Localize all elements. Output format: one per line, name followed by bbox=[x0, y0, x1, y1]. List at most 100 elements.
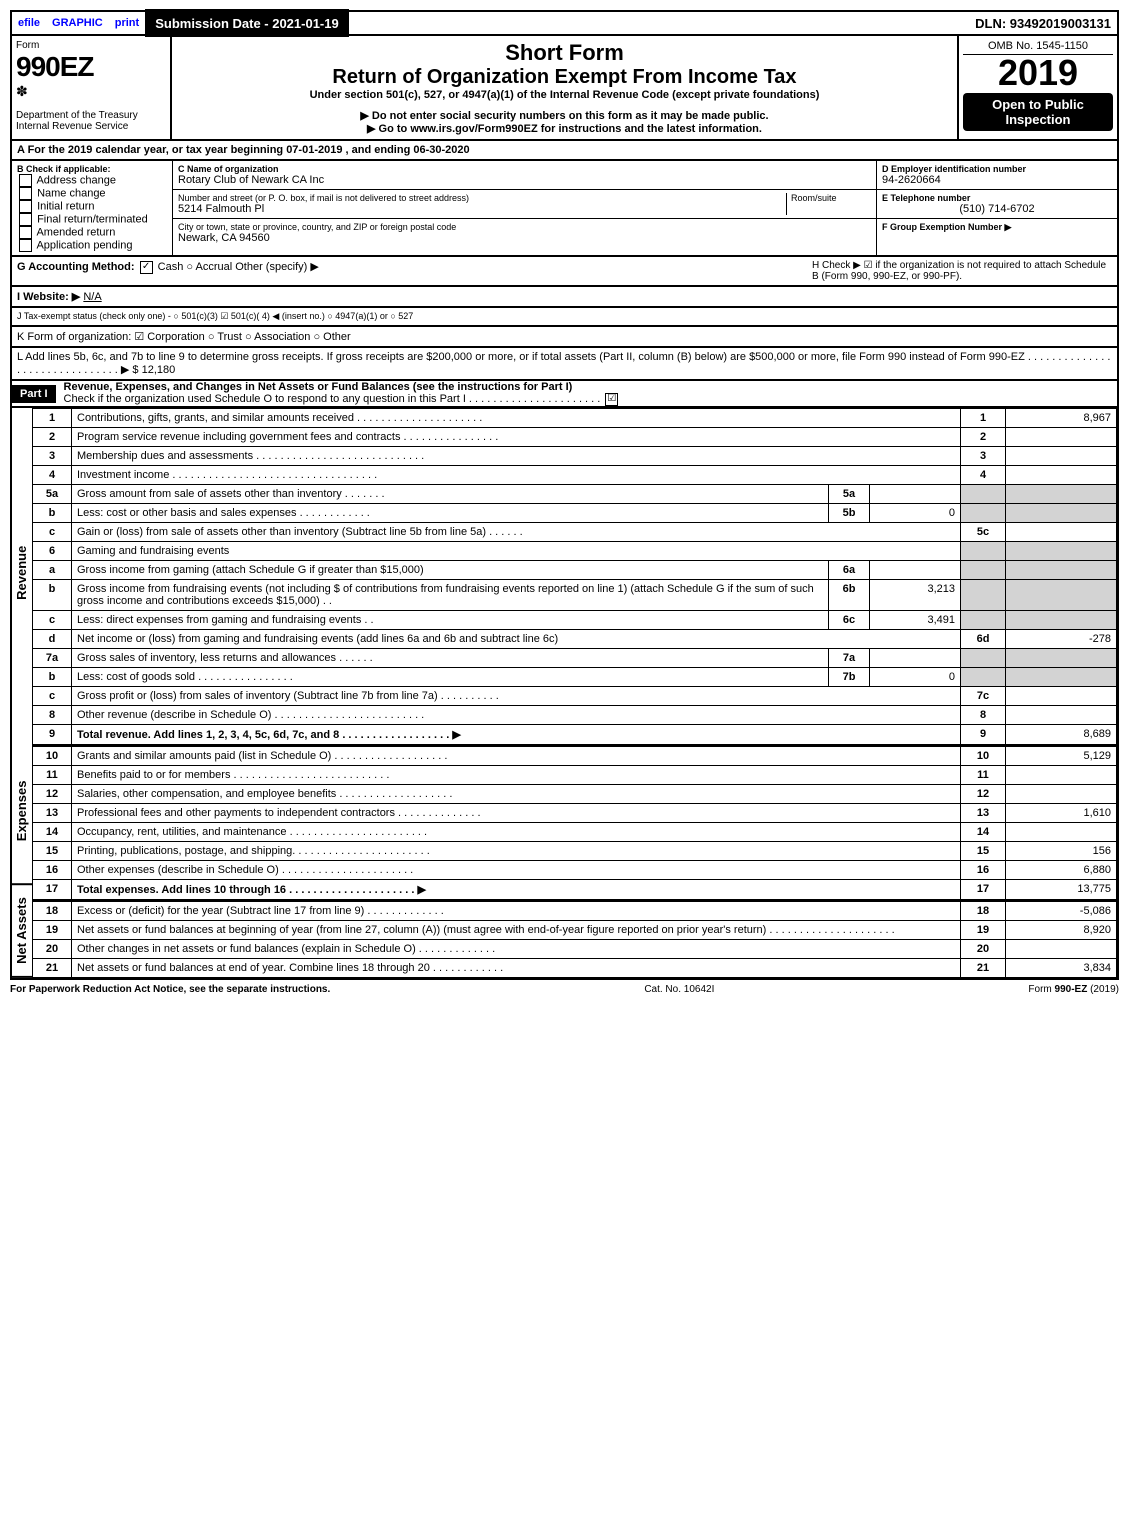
line-row: 1Contributions, gifts, grants, and simil… bbox=[33, 409, 1117, 428]
website-val: N/A bbox=[83, 291, 101, 303]
line-row: 6Gaming and fundraising events bbox=[33, 542, 1117, 561]
chk-address[interactable]: Address change bbox=[17, 174, 167, 187]
ein: 94-2620664 bbox=[882, 174, 1112, 186]
line-row: 17Total expenses. Add lines 10 through 1… bbox=[33, 880, 1117, 900]
dept-label: Department of the Treasury bbox=[16, 110, 166, 121]
short-form-title: Short Form bbox=[176, 40, 953, 66]
cash-chk[interactable]: ✓ bbox=[140, 261, 153, 274]
ein-lbl: D Employer identification number bbox=[882, 164, 1112, 174]
phone: (510) 714-6702 bbox=[882, 203, 1112, 215]
line-row: 3Membership dues and assessments . . . .… bbox=[33, 447, 1117, 466]
form-label: Form bbox=[16, 40, 166, 51]
return-title: Return of Organization Exempt From Incom… bbox=[176, 66, 953, 89]
line-row: dNet income or (loss) from gaming and fu… bbox=[33, 630, 1117, 649]
line-l: L Add lines 5b, 6c, and 7b to line 9 to … bbox=[12, 348, 1117, 379]
submission-date: Submission Date - 2021-01-19 bbox=[145, 9, 349, 37]
line-row: 19Net assets or fund balances at beginni… bbox=[33, 921, 1117, 940]
line-row: cLess: direct expenses from gaming and f… bbox=[33, 611, 1117, 630]
line-row: 9Total revenue. Add lines 1, 2, 3, 4, 5c… bbox=[33, 725, 1117, 745]
netassets-table: 18Excess or (deficit) for the year (Subt… bbox=[32, 900, 1117, 978]
org-name: Rotary Club of Newark CA Inc bbox=[178, 174, 871, 186]
tax-status: J Tax-exempt status (check only one) - ○… bbox=[12, 308, 418, 325]
dln: DLN: 93492019003131 bbox=[975, 16, 1117, 31]
chk-name[interactable]: Name change bbox=[17, 187, 167, 200]
org-name-lbl: C Name of organization bbox=[178, 164, 871, 174]
under-section: Under section 501(c), 527, or 4947(a)(1)… bbox=[176, 89, 953, 101]
city-lbl: City or town, state or province, country… bbox=[178, 222, 871, 232]
chk-amended[interactable]: Amended return bbox=[17, 226, 167, 239]
line-row: 11Benefits paid to or for members . . . … bbox=[33, 766, 1117, 785]
netassets-label: Net Assets bbox=[12, 885, 32, 978]
line-row: 21Net assets or fund balances at end of … bbox=[33, 959, 1117, 978]
part1-check-note: Check if the organization used Schedule … bbox=[56, 393, 601, 405]
period-row: A For the 2019 calendar year, or tax yea… bbox=[10, 141, 1119, 161]
line-row: 14Occupancy, rent, utilities, and mainte… bbox=[33, 823, 1117, 842]
footer-left: For Paperwork Reduction Act Notice, see … bbox=[10, 984, 330, 995]
addr: 5214 Falmouth Pl bbox=[178, 203, 786, 215]
line-row: 20Other changes in net assets or fund ba… bbox=[33, 940, 1117, 959]
line-row: bLess: cost or other basis and sales exp… bbox=[33, 504, 1117, 523]
line-row: bGross income from fundraising events (n… bbox=[33, 580, 1117, 611]
line-row: 8Other revenue (describe in Schedule O) … bbox=[33, 706, 1117, 725]
chk-final[interactable]: Final return/terminated bbox=[17, 213, 167, 226]
line-row: 12Salaries, other compensation, and empl… bbox=[33, 785, 1117, 804]
ssn-warning: ▶ Do not enter social security numbers o… bbox=[176, 109, 953, 122]
top-bar: efile GRAPHIC print Submission Date - 20… bbox=[10, 10, 1119, 36]
phone-lbl: E Telephone number bbox=[882, 193, 1112, 203]
open-public: Open to Public Inspection bbox=[963, 93, 1113, 131]
print-link[interactable]: print bbox=[109, 17, 145, 29]
period-text: A For the 2019 calendar year, or tax yea… bbox=[12, 141, 475, 159]
expenses-table: 10Grants and similar amounts paid (list … bbox=[32, 745, 1117, 900]
expenses-label: Expenses bbox=[12, 738, 32, 885]
chk-final-lbl: Final return/terminated bbox=[37, 213, 148, 225]
line-row: cGross profit or (loss) from sales of in… bbox=[33, 687, 1117, 706]
group-exempt-lbl: F Group Exemption Number ▶ bbox=[882, 222, 1112, 233]
chk-pending-lbl: Application pending bbox=[36, 239, 132, 251]
org-form-row: K Form of organization: ☑ Corporation ○ … bbox=[10, 327, 1119, 348]
irs-label: Internal Revenue Service bbox=[16, 121, 166, 132]
line-row: 4Investment income . . . . . . . . . . .… bbox=[33, 466, 1117, 485]
chk-pending[interactable]: Application pending bbox=[17, 239, 167, 252]
website-row: I Website: ▶ N/A bbox=[10, 287, 1119, 308]
info-block: B Check if applicable: Address change Na… bbox=[10, 161, 1119, 257]
addr-lbl: Number and street (or P. O. box, if mail… bbox=[178, 193, 786, 203]
line-row: 5aGross amount from sale of assets other… bbox=[33, 485, 1117, 504]
acct-opts: Cash ○ Accrual Other (specify) ▶ bbox=[158, 261, 319, 273]
graphic-link[interactable]: GRAPHIC bbox=[46, 17, 109, 29]
chk-initial-lbl: Initial return bbox=[37, 200, 94, 212]
line-row: 13Professional fees and other payments t… bbox=[33, 804, 1117, 823]
chk-initial[interactable]: Initial return bbox=[17, 200, 167, 213]
box-h: H Check ▶ ☑ if the organization is not r… bbox=[807, 257, 1117, 285]
part1-header: Part I Revenue, Expenses, and Changes in… bbox=[10, 381, 1119, 408]
part1-checkbox[interactable]: ☑ bbox=[605, 393, 618, 406]
chk-amended-lbl: Amended return bbox=[36, 226, 115, 238]
g-h-row: G Accounting Method: ✓ Cash ○ Accrual Ot… bbox=[10, 257, 1119, 287]
box-b-title: B Check if applicable: bbox=[17, 164, 167, 174]
chk-address-lbl: Address change bbox=[36, 174, 116, 186]
tax-status-row: J Tax-exempt status (check only one) - ○… bbox=[10, 308, 1119, 327]
line-row: 16Other expenses (describe in Schedule O… bbox=[33, 861, 1117, 880]
footer-right: Form 990-EZ (2019) bbox=[1028, 984, 1119, 995]
line-row: 7aGross sales of inventory, less returns… bbox=[33, 649, 1117, 668]
form-number: 990EZ bbox=[16, 51, 166, 83]
form-header: Form 990EZ ✽ Department of the Treasury … bbox=[10, 36, 1119, 141]
line-row: cGain or (loss) from sale of assets othe… bbox=[33, 523, 1117, 542]
efile-link[interactable]: efile bbox=[12, 17, 46, 29]
revenue-table: 1Contributions, gifts, grants, and simil… bbox=[32, 408, 1117, 745]
line-row: 15Printing, publications, postage, and s… bbox=[33, 842, 1117, 861]
tax-year: 2019 bbox=[963, 55, 1113, 91]
room-lbl: Room/suite bbox=[791, 193, 871, 203]
goto-link[interactable]: ▶ Go to www.irs.gov/Form990EZ for instru… bbox=[176, 122, 953, 135]
org-form: K Form of organization: ☑ Corporation ○ … bbox=[12, 327, 356, 346]
city: Newark, CA 94560 bbox=[178, 232, 871, 244]
part1-badge: Part I bbox=[12, 385, 56, 403]
revenue-label: Revenue bbox=[12, 408, 32, 738]
line-row: bLess: cost of goods sold . . . . . . . … bbox=[33, 668, 1117, 687]
line-row: 18Excess or (deficit) for the year (Subt… bbox=[33, 901, 1117, 921]
line-row: 10Grants and similar amounts paid (list … bbox=[33, 746, 1117, 766]
page-footer: For Paperwork Reduction Act Notice, see … bbox=[10, 980, 1119, 995]
line-l-row: L Add lines 5b, 6c, and 7b to line 9 to … bbox=[10, 348, 1119, 381]
website-lbl: I Website: ▶ bbox=[17, 291, 80, 303]
chk-name-lbl: Name change bbox=[37, 187, 106, 199]
footer-mid: Cat. No. 10642I bbox=[644, 984, 714, 995]
